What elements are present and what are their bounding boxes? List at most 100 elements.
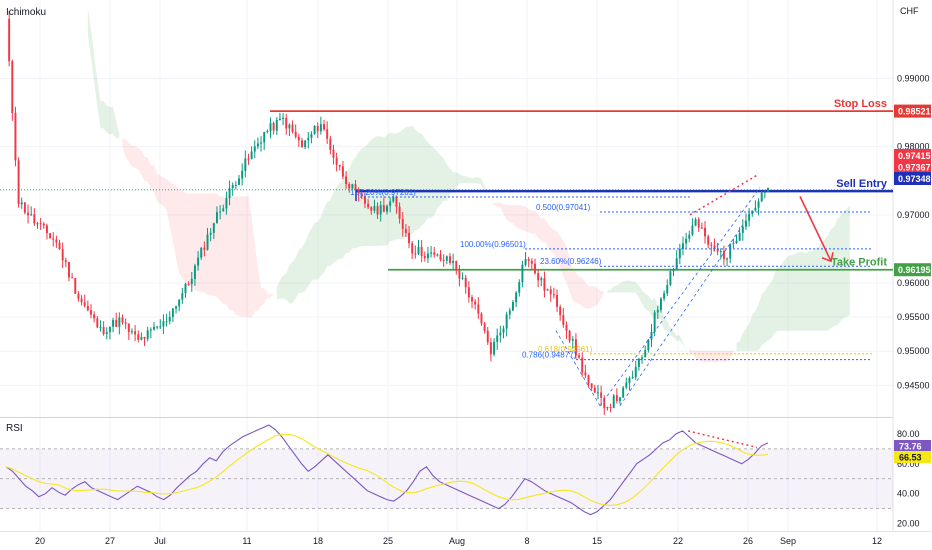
candle-body [386,205,388,212]
time-tick-label: Sep [780,536,796,546]
candle-body [452,260,455,263]
candle-body [33,214,36,224]
rsi-tick-label: 60.00 [897,459,920,469]
candle-body [392,196,395,202]
time-tick-label: Aug [449,536,465,546]
candle-body [351,184,354,189]
candle-body [744,220,747,227]
price-badge-label: 0.97367 [898,163,931,173]
channel-line [619,221,746,406]
candle-body [171,308,174,317]
candle-body [348,184,351,189]
candle-body [515,292,518,303]
candle-body [697,219,700,228]
candle-body [39,223,42,225]
indicator-label: Ichimoku [6,7,47,18]
grid [0,0,894,531]
candle-body [373,206,376,211]
rsi-divergence-line [687,430,758,449]
candle-body [518,282,521,293]
candle-body [338,164,341,167]
price-tick-label: 0.99000 [897,73,930,83]
candle-body [52,238,55,240]
candle-body [159,326,162,328]
rsi-badge-label: 66.53 [899,453,922,463]
candle-body [644,350,647,358]
candle-body [184,283,187,294]
candle-body [678,248,681,259]
candle-body [234,184,237,186]
candle-body [319,124,322,132]
arrow-head [821,252,834,263]
candle-body [754,207,757,211]
candle-body [461,277,464,279]
candle-body [86,305,89,311]
level-label-sell-entry: Sell Entry [836,178,888,190]
fib-labels: 127.20%(0.97261) 0.500(0.97041) 100.00%(0.… [350,188,872,361]
price-badge-label: 0.96195 [898,265,931,275]
candle-body [241,170,244,179]
candle-body [206,234,209,250]
candle-body [203,247,206,250]
candle-body [228,188,231,199]
candle-body [489,342,492,355]
price-badge [894,263,931,277]
candle-body [483,323,486,331]
candle-body [266,131,269,133]
candle-body [628,378,631,383]
fib-label: 23.60%(0.96246) [540,257,602,266]
candle-body [96,318,99,328]
candle-body [508,310,511,315]
candle-body [552,294,555,296]
candle-body [559,306,562,316]
candle-body [496,335,499,342]
candle-body [710,244,713,246]
candle-body [130,331,133,333]
candle-body [58,242,61,249]
rsi-tick-label: 40.00 [897,489,920,499]
candle-body [146,330,149,339]
candle-body [329,138,332,150]
candle-body [411,243,414,254]
candle-body [297,136,300,141]
candle-body [574,339,577,356]
candle-body [357,189,360,194]
candle-body [603,397,606,409]
candle-body [537,273,540,281]
candle-body [521,264,524,283]
candle-body [477,304,480,314]
candle-body [140,336,143,340]
time-tick-label: 26 [743,536,753,546]
candle-body [345,176,348,185]
candle-body [99,327,102,329]
candle-body [389,201,392,206]
candle-body [83,302,86,306]
candle-body [726,258,729,260]
candle-body [215,212,218,224]
candle-body [105,332,108,335]
candle-body [675,258,678,269]
fib-label: 127.20%(0.97261) [350,188,416,197]
candle-body [420,246,423,256]
candle-body [584,372,587,376]
candle-body [363,196,366,204]
candle-body [455,260,458,271]
candle-body [423,255,426,259]
candle-body [77,293,80,299]
candle-body [231,184,234,189]
candle-body [619,397,621,401]
candle-body [672,268,675,272]
fib-label: 0.618(0.94961) [538,345,593,354]
candle-body [272,123,275,131]
candle-body [17,160,20,205]
candle-body [685,238,688,244]
candle-body [430,252,433,254]
price-badge [894,104,931,118]
candle-body [511,302,514,311]
candle-body [404,228,407,233]
candle-body [499,332,502,336]
candle-body [263,132,266,143]
candle-body [250,151,253,159]
